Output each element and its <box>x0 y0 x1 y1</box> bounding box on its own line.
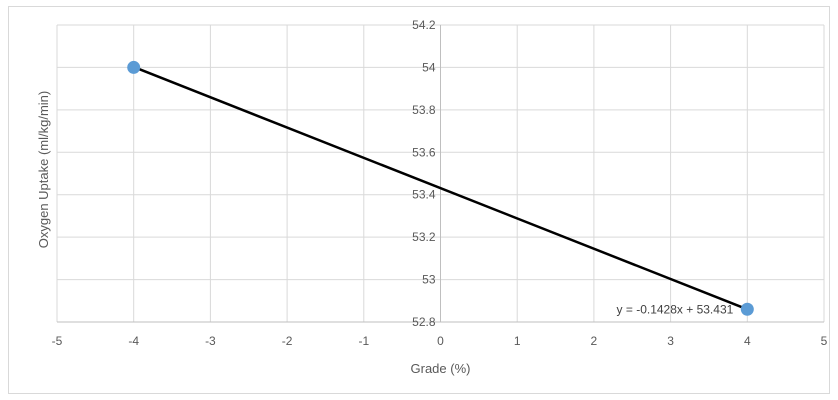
data-points <box>127 60 754 316</box>
y-tick-label-2: 53.2 <box>412 230 436 244</box>
y-tick-label-7: 54.2 <box>412 18 436 32</box>
data-point-0-0 <box>127 60 141 74</box>
x-tick-label-8: 3 <box>667 334 674 348</box>
x-tick-label-1: -4 <box>128 334 139 348</box>
x-tick-label-2: -3 <box>205 334 216 348</box>
y-tick-label-3: 53.4 <box>412 188 436 202</box>
x-tick-label-0: -5 <box>52 334 63 348</box>
x-tick-label-3: -2 <box>282 334 293 348</box>
x-tick-label-7: 2 <box>591 334 598 348</box>
y-tick-label-1: 53 <box>422 273 436 287</box>
x-tick-label-9: 4 <box>744 334 751 348</box>
trendline <box>133 65 748 311</box>
x-tick-label-6: 1 <box>514 334 521 348</box>
x-axis-title: Grade (%) <box>411 361 471 376</box>
y-axis-title: Oxygen Uptake (ml/kg/min) <box>36 91 51 249</box>
y-tick-label-5: 53.8 <box>412 103 436 117</box>
data-point-0-1 <box>740 302 754 316</box>
x-tick-label-5: 0 <box>437 334 444 348</box>
gridlines <box>56 24 825 323</box>
y-tick-label-6: 54 <box>422 60 436 74</box>
chart-frame <box>8 6 830 394</box>
y-tick-label-0: 52.8 <box>412 315 436 329</box>
x-tick-label-10: 5 <box>821 334 828 348</box>
trendline-equation: y = -0.1428x + 53.431 <box>617 302 734 316</box>
x-tick-labels: -5 -4 -3 -2 -1 0 1 2 3 4 5 <box>52 334 828 348</box>
trendline-layer <box>133 65 748 311</box>
x-tick-label-4: -1 <box>358 334 369 348</box>
y-tick-label-4: 53.6 <box>412 145 436 159</box>
y-tick-labels: 52.8 53 53.2 53.4 53.6 53.8 54 54.2 <box>412 18 436 329</box>
axes <box>57 25 824 323</box>
